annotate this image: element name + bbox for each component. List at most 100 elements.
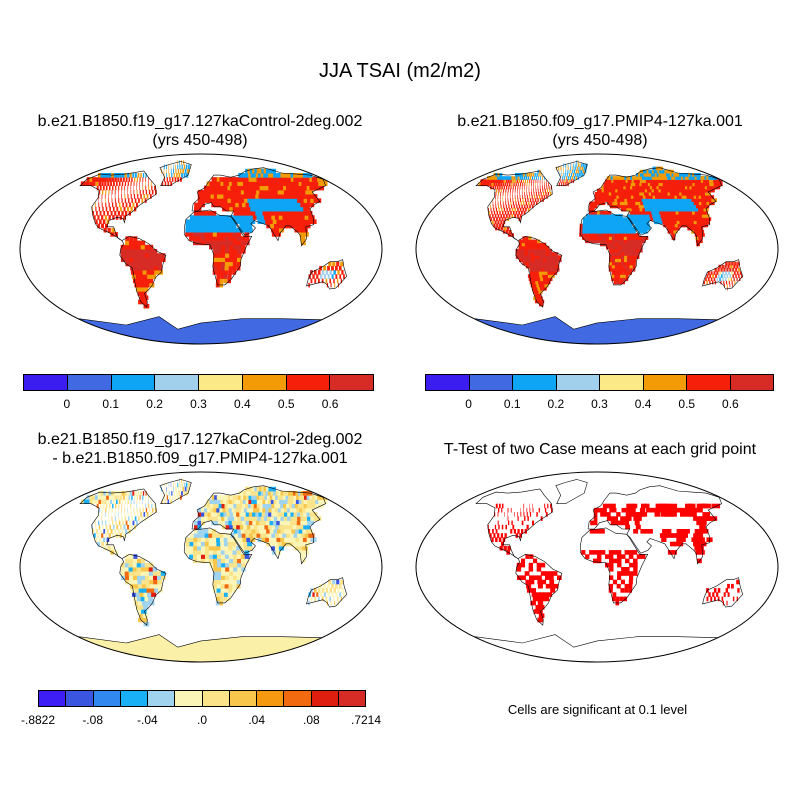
grid-cell bbox=[532, 503, 533, 509]
grid-cell bbox=[606, 195, 610, 199]
grid-cell bbox=[738, 268, 741, 272]
grid-cell bbox=[243, 507, 250, 513]
grid-cell bbox=[646, 223, 650, 228]
grid-cell bbox=[275, 232, 281, 237]
grid-cell bbox=[233, 257, 238, 262]
grid-cell bbox=[622, 188, 626, 193]
coastline-australia bbox=[702, 577, 744, 608]
grid-cell bbox=[153, 579, 159, 585]
grid-cell bbox=[293, 223, 299, 229]
grid-cell bbox=[539, 249, 544, 253]
grid-cell bbox=[92, 495, 96, 500]
grid-cell bbox=[533, 252, 538, 256]
grid-cell bbox=[496, 217, 498, 221]
grid-cell bbox=[608, 233, 613, 237]
grid-cell bbox=[177, 160, 178, 165]
grid-cell bbox=[503, 207, 506, 212]
grid-cell bbox=[184, 486, 187, 492]
grid-cell bbox=[594, 214, 598, 218]
grid-cell bbox=[615, 249, 619, 253]
grid-cell bbox=[640, 195, 645, 199]
grid-cell bbox=[102, 185, 105, 191]
grid-cell bbox=[289, 541, 295, 547]
grid-cell bbox=[338, 265, 342, 271]
grid-cell bbox=[298, 545, 304, 551]
grid-cell bbox=[296, 520, 304, 526]
grid-cell bbox=[540, 173, 542, 177]
grid-cell bbox=[193, 232, 198, 237]
grid-cell bbox=[102, 503, 105, 509]
grid-cell bbox=[613, 280, 617, 285]
grid-cell bbox=[300, 541, 307, 547]
grid-cell bbox=[140, 244, 145, 250]
grid-cell bbox=[336, 596, 339, 602]
grid-cell bbox=[520, 173, 523, 177]
grid-cell bbox=[250, 516, 257, 521]
grid-cell bbox=[323, 274, 326, 279]
grid-cell bbox=[242, 520, 248, 526]
grid-cell bbox=[201, 223, 206, 229]
grid-cell bbox=[688, 220, 693, 225]
grid-cell bbox=[504, 217, 507, 221]
grid-cell bbox=[108, 189, 110, 195]
grid-cell bbox=[655, 214, 660, 218]
map-border bbox=[19, 153, 383, 345]
grid-cell bbox=[231, 499, 237, 504]
grid-cell bbox=[606, 512, 611, 517]
grid-cell bbox=[688, 204, 694, 209]
grid-cell bbox=[111, 189, 113, 195]
grid-cell bbox=[217, 240, 222, 246]
grid-cell bbox=[594, 220, 598, 225]
grid-cell bbox=[682, 207, 687, 212]
grid-cell bbox=[122, 202, 124, 208]
grid-cell bbox=[669, 217, 675, 221]
grid-cell bbox=[140, 173, 142, 178]
grid-cell bbox=[149, 194, 152, 199]
grid-cell bbox=[230, 533, 236, 538]
grid-cell bbox=[546, 182, 547, 187]
grid-cell bbox=[286, 215, 292, 220]
grid-cell bbox=[138, 516, 140, 521]
grid-cell bbox=[149, 265, 155, 271]
grid-cell bbox=[618, 258, 622, 263]
grid-cell bbox=[284, 529, 291, 534]
grid-cell bbox=[224, 232, 230, 237]
grid-cell bbox=[125, 177, 128, 182]
grid-cell bbox=[252, 202, 258, 208]
grid-cell bbox=[242, 202, 248, 208]
grid-cell bbox=[166, 173, 168, 178]
grid-cell bbox=[201, 227, 206, 233]
grid-cell bbox=[310, 278, 313, 284]
grid-cell bbox=[219, 177, 224, 182]
grid-cell bbox=[495, 182, 498, 187]
grid-cell bbox=[624, 242, 628, 247]
grid-cell bbox=[536, 173, 538, 177]
grid-cell bbox=[630, 201, 634, 206]
grid-cell bbox=[207, 194, 212, 199]
grid-cell bbox=[521, 255, 526, 259]
grid-cell bbox=[593, 520, 598, 526]
grid-cell bbox=[630, 249, 634, 253]
grid-cell bbox=[117, 211, 120, 216]
grid-cell bbox=[194, 206, 198, 212]
grid-cell bbox=[612, 252, 616, 256]
grid-cell bbox=[220, 592, 225, 597]
grid-cell bbox=[548, 185, 550, 190]
grid-cell bbox=[650, 201, 655, 206]
grid-cell bbox=[519, 195, 521, 199]
grid-cell bbox=[605, 217, 609, 221]
grid-cell bbox=[276, 202, 283, 208]
grid-cell bbox=[636, 220, 641, 225]
grid-cell bbox=[536, 512, 538, 517]
grid-cell bbox=[236, 236, 242, 241]
grid-cell bbox=[248, 211, 254, 216]
grid-cell bbox=[543, 258, 547, 263]
grid-cell bbox=[556, 166, 558, 171]
grid-cell bbox=[720, 280, 722, 285]
colorbar-tick-label: .7214 bbox=[350, 713, 382, 727]
grid-cell bbox=[638, 214, 643, 218]
grid-cell bbox=[333, 278, 335, 284]
grid-cell bbox=[331, 265, 334, 271]
grid-cell bbox=[588, 214, 592, 218]
coastline-antarctica bbox=[474, 316, 719, 344]
